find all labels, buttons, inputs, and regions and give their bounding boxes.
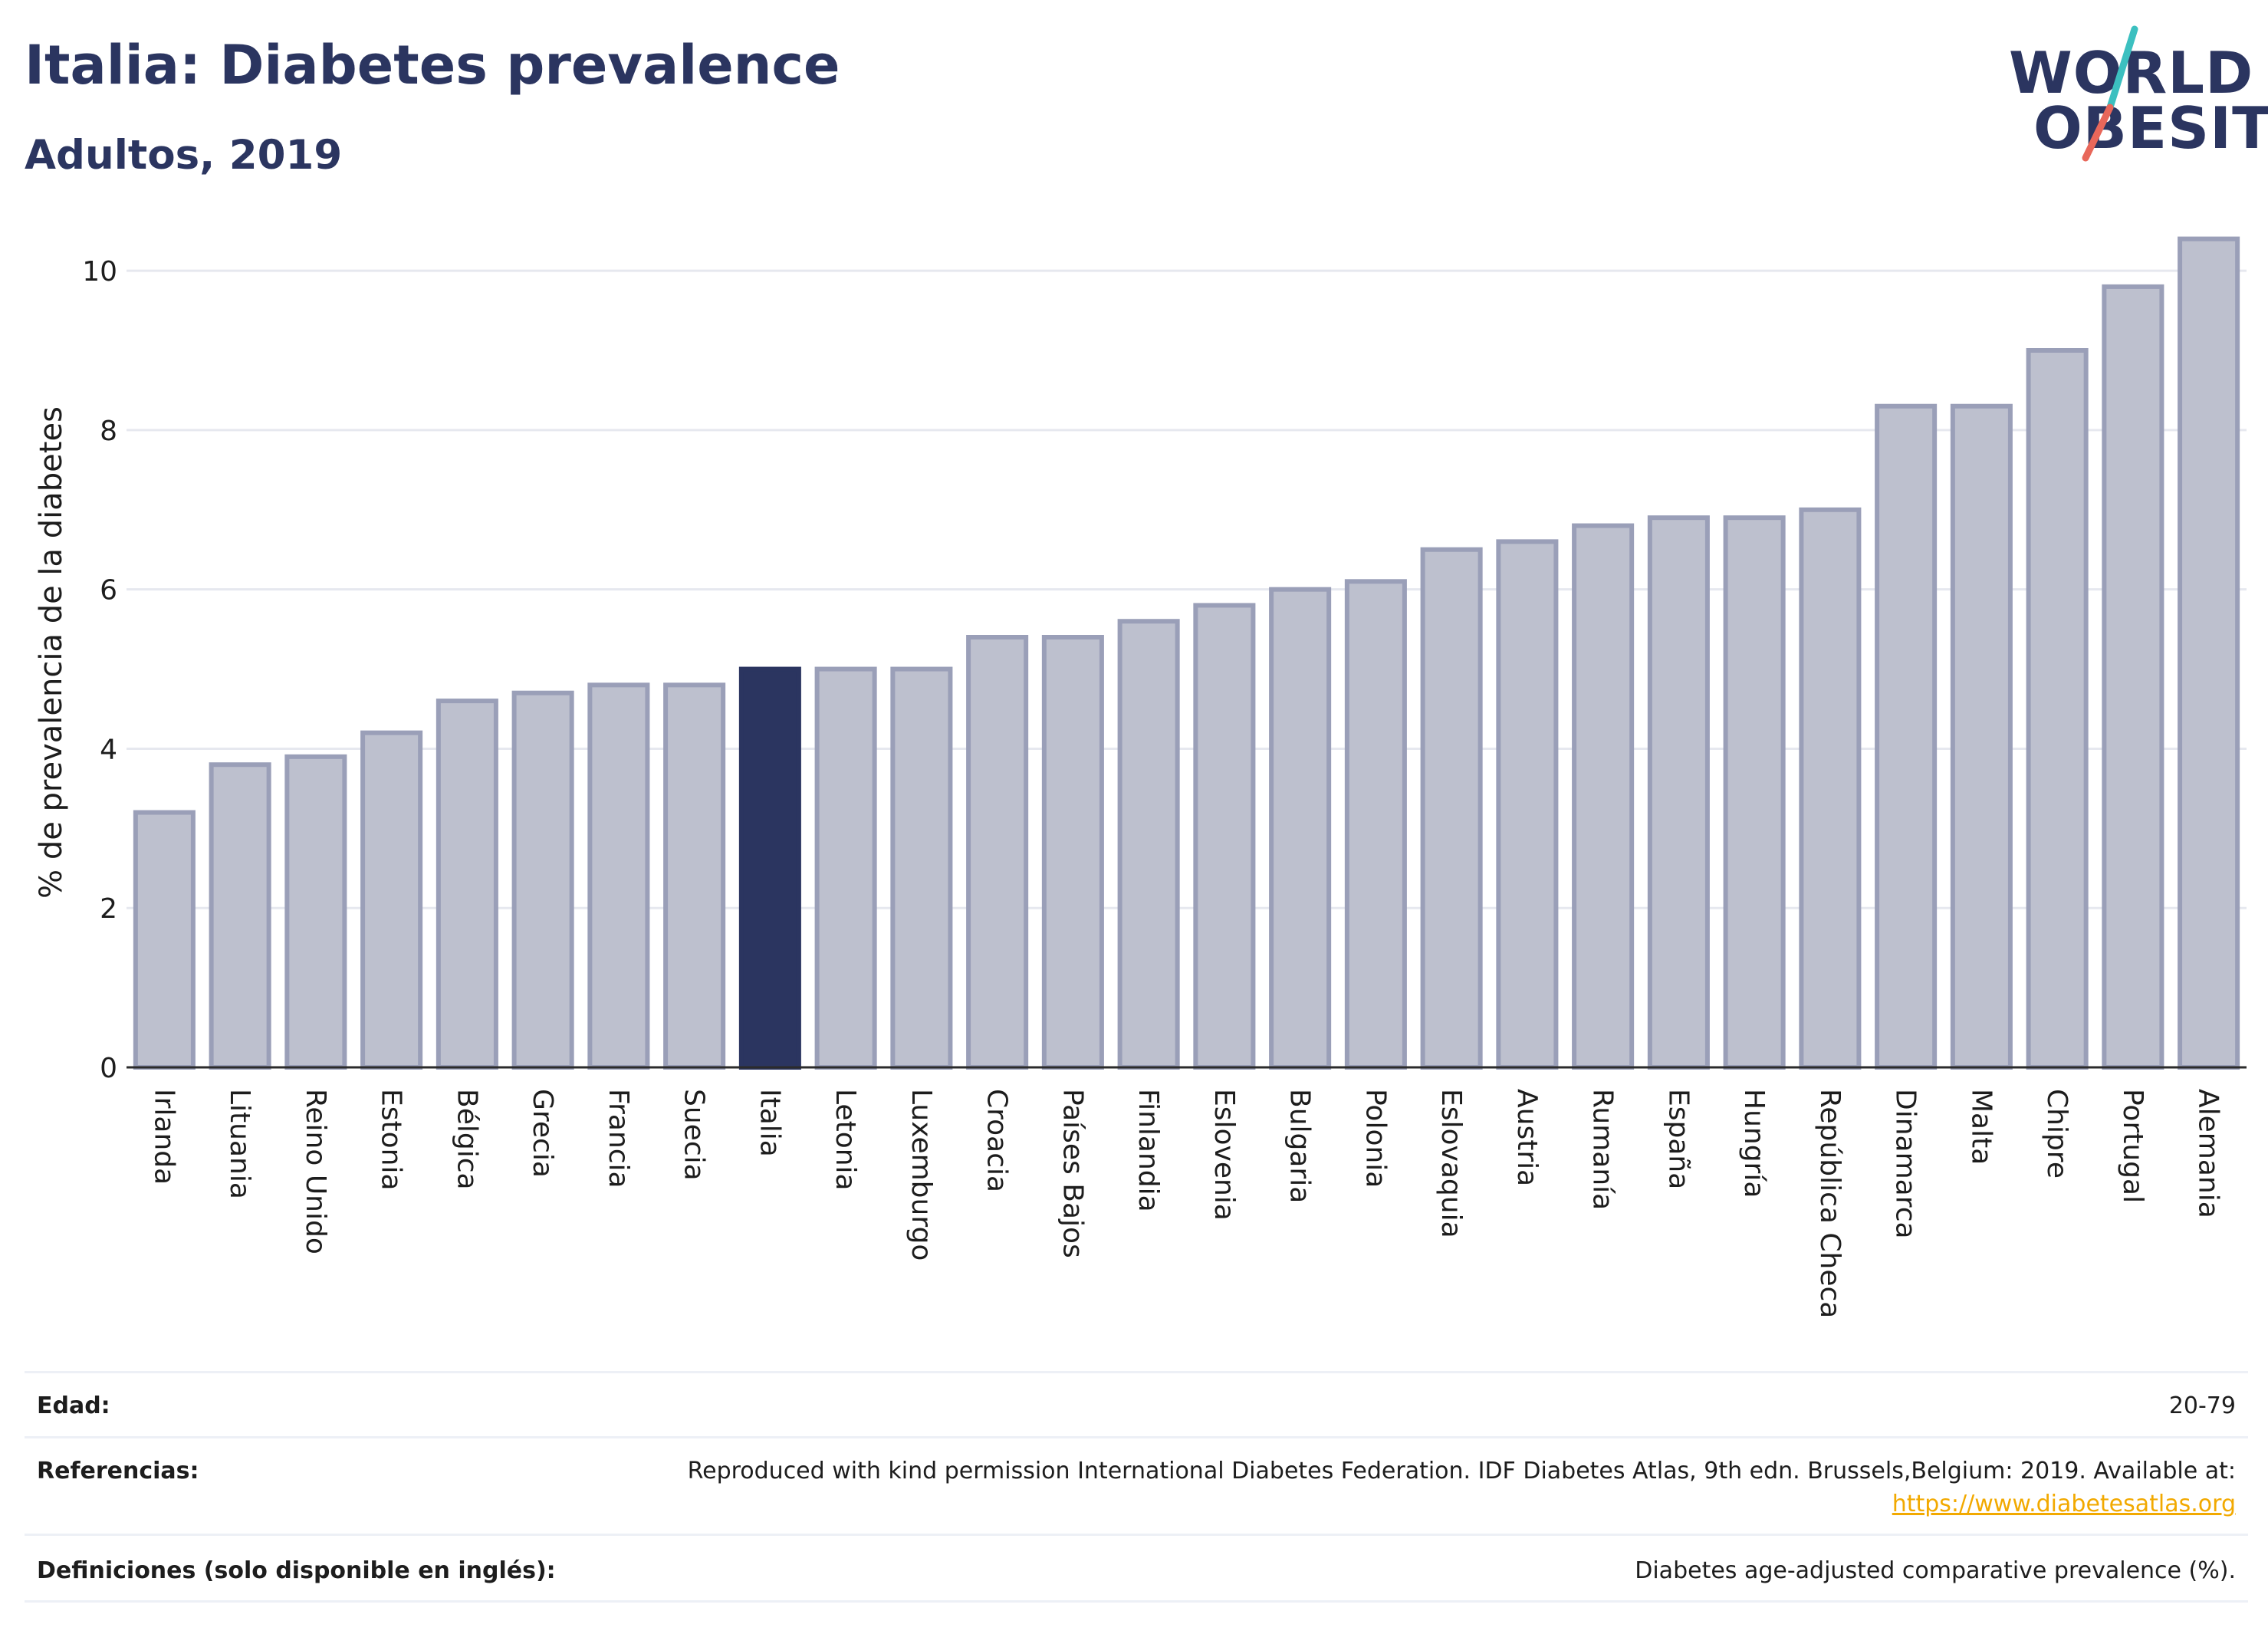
- logo-word-world: WORLD: [2009, 39, 2254, 107]
- x-tick-label: Letonia: [830, 1089, 861, 1191]
- bar-croacia: [966, 635, 1029, 1070]
- bar-hungría: [1723, 515, 1786, 1070]
- x-tick-label: Suecia: [679, 1089, 710, 1181]
- bar-austria: [1496, 539, 1559, 1070]
- bar-bélgica: [436, 699, 498, 1070]
- footer-row-references: Referencias: Reproduced with kind permis…: [25, 1436, 2248, 1534]
- x-tick-label: Malta: [1965, 1089, 1997, 1165]
- bar-malta: [1950, 403, 2013, 1070]
- y-axis-title: % de prevalencia de la diabetes: [34, 406, 69, 899]
- bar-eslovenia: [1193, 603, 1256, 1070]
- bar-chipre: [2026, 348, 2089, 1070]
- bar-finlandia: [1117, 619, 1180, 1070]
- x-tick-label: Países Bajos: [1057, 1089, 1088, 1258]
- x-tick-label: Rumanía: [1587, 1089, 1619, 1210]
- x-tick-label: Dinamarca: [1890, 1089, 1921, 1239]
- footer-value-definitions: Diabetes age-adjusted comparative preval…: [1635, 1557, 2236, 1584]
- bars: [133, 236, 2240, 1070]
- world-obesity-logo: WORLD OBESITY: [1994, 23, 2268, 169]
- bar-francia: [587, 682, 650, 1070]
- bar-reino-unido: [284, 754, 347, 1070]
- x-tick-label: Austria: [1511, 1089, 1543, 1186]
- bar-alemania: [2178, 236, 2240, 1070]
- x-tick-label: Chipre: [2041, 1089, 2072, 1179]
- x-tick-label: República Checa: [1814, 1089, 1846, 1318]
- bar-portugal: [2102, 284, 2164, 1070]
- bar-lituania: [209, 762, 271, 1070]
- bar-bulgaria: [1269, 587, 1332, 1070]
- x-tick-label: Lituania: [224, 1089, 255, 1199]
- x-tick-label: Estonia: [376, 1089, 407, 1191]
- bar-letonia: [814, 666, 877, 1070]
- x-tick-label: Reino Unido: [300, 1089, 331, 1254]
- footer-label-references: Referencias:: [37, 1458, 199, 1484]
- y-tick-label: 6: [100, 575, 117, 607]
- y-axis-ticks: 0 2 4 6 8 10: [82, 256, 117, 1084]
- bar-república-checa: [1799, 507, 1862, 1070]
- chart-title: Italia: Diabetes prevalence: [25, 34, 840, 97]
- footer-row-definitions: Definiciones (solo disponible en inglés)…: [25, 1534, 2248, 1600]
- bar-irlanda: [133, 810, 196, 1070]
- bar-eslovaquia: [1420, 547, 1483, 1070]
- footer-row-age: Edad: 20-79: [25, 1371, 2248, 1436]
- x-tick-label: Grecia: [527, 1089, 558, 1178]
- bar-dinamarca: [1875, 403, 1938, 1070]
- logo-word-obesity: OBESITY: [2033, 94, 2268, 162]
- y-tick-label: 2: [100, 893, 117, 925]
- x-tick-label: Finlandia: [1132, 1089, 1164, 1212]
- footer-bottom-rule: [25, 1600, 2248, 1603]
- x-tick-label: Irlanda: [148, 1089, 179, 1185]
- bar-chart: 0 2 4 6 8 10 Irlanda Lituania Reino Unido Estoni…: [34, 236, 2247, 1318]
- bar-polonia: [1344, 579, 1407, 1070]
- logo-slash-icon: [2082, 25, 2138, 162]
- x-tick-label: España: [1662, 1089, 1694, 1189]
- bar-suecia: [663, 682, 726, 1070]
- x-tick-label: Eslovenia: [1208, 1089, 1240, 1221]
- bar-rumanía: [1572, 523, 1635, 1070]
- footer-reference-link[interactable]: https://www.diabetesatlas.org: [1892, 1491, 2236, 1517]
- x-tick-label: Francia: [603, 1089, 634, 1189]
- footer-value-age: 20-79: [2168, 1392, 2236, 1419]
- x-tick-label: Alemania: [2193, 1089, 2224, 1218]
- y-tick-label: 0: [100, 1053, 117, 1084]
- x-tick-label: Luxemburgo: [906, 1089, 937, 1261]
- y-tick-label: 4: [100, 734, 117, 765]
- bar-estonia: [360, 730, 423, 1070]
- bar-países-bajos: [1041, 635, 1104, 1070]
- x-tick-label: Eslovaquia: [1435, 1089, 1467, 1238]
- y-tick-label: 10: [82, 256, 117, 288]
- footer-label-age: Edad:: [37, 1392, 110, 1419]
- x-tick-label: Hungría: [1738, 1089, 1770, 1198]
- footer-value-references: Reproduced with kind permission Internat…: [687, 1458, 2236, 1484]
- footer-label-definitions: Definiciones (solo disponible en inglés)…: [37, 1557, 556, 1584]
- x-tick-label: Polonia: [1359, 1089, 1391, 1188]
- x-tick-label: Croacia: [981, 1089, 1013, 1192]
- x-axis-labels: Irlanda Lituania Reino Unido Estonia Bélgica…: [148, 1089, 2224, 1318]
- x-tick-label: Bulgaria: [1284, 1089, 1316, 1203]
- chart-subtitle: Adultos, 2019: [25, 132, 343, 179]
- bar-italia: [738, 666, 801, 1070]
- x-tick-label: Italia: [754, 1089, 785, 1157]
- x-tick-label: Bélgica: [451, 1089, 482, 1190]
- bar-grecia: [511, 690, 574, 1070]
- bar-luxemburgo: [890, 666, 953, 1070]
- y-tick-label: 8: [100, 416, 117, 447]
- x-tick-label: Portugal: [2117, 1089, 2148, 1203]
- bar-españa: [1647, 515, 1710, 1070]
- footer-table: Edad: 20-79 Referencias: Reproduced with…: [25, 1371, 2248, 1603]
